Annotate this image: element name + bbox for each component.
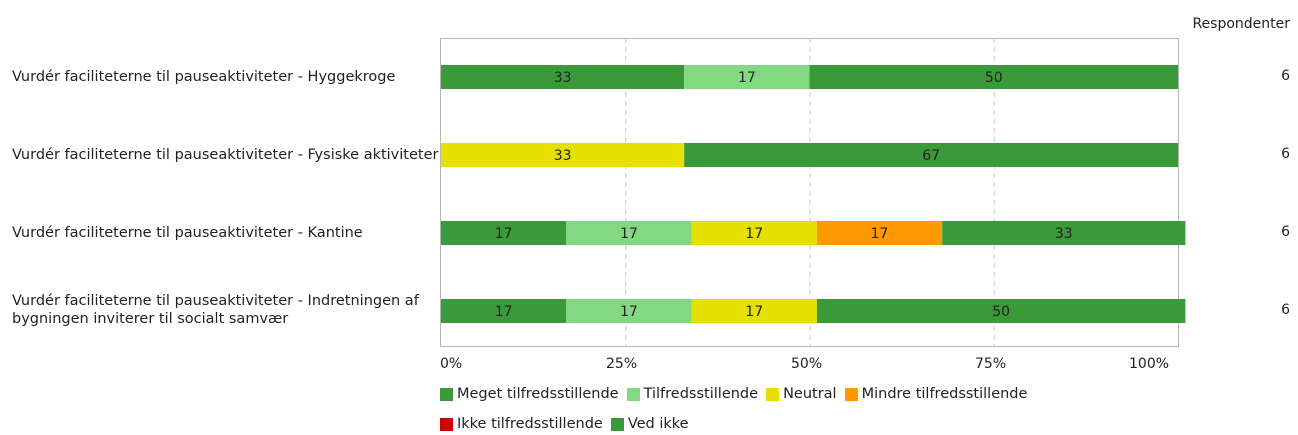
respondents-count-kantine: 6 — [1281, 224, 1290, 240]
legend-label-neutral: Neutral — [783, 386, 837, 402]
x-tick-0: 0% — [440, 356, 463, 372]
bar-label-row3-series4: 17 — [871, 226, 889, 242]
x-tick-75: 75% — [975, 356, 1007, 372]
legend-label-tilfredsstillende: Tilfredsstillende — [643, 386, 759, 402]
legend-label-mindre-tilfredsstillende: Mindre tilfredsstillende — [861, 386, 1028, 402]
bar-label-row4-series1: 17 — [495, 304, 513, 320]
legend-row-1: Meget tilfredsstillende Tilfredsstillend… — [440, 386, 1035, 402]
respondents-header: Respondenter — [1192, 16, 1290, 32]
bar-label-row4-series3: 17 — [745, 304, 763, 320]
legend-swatch-ikke-tilfredsstillende — [440, 417, 453, 431]
bar-label-row2-series3: 33 — [554, 148, 572, 164]
legend-item-tilfredsstillende: Tilfredsstillende — [626, 386, 759, 402]
legend-label-ikke-tilfredsstillende: Ikke tilfredsstillende — [457, 416, 603, 432]
legend-item-neutral: Neutral — [766, 386, 837, 402]
bar-row4-series6 — [816, 299, 1186, 323]
bar-label-row3-series3: 17 — [745, 226, 763, 242]
x-tick-25: 25% — [606, 356, 638, 372]
legend-swatch-ved-ikke — [610, 417, 624, 431]
legend-label-meget-tilfredsstillende: Meget tilfredsstillende — [457, 386, 619, 402]
row-label-kantine: Vurdér faciliteterne til pauseaktivitete… — [12, 225, 363, 241]
bar-label-row3-series1: 17 — [495, 226, 513, 242]
bar-row3-series2 — [566, 221, 692, 245]
bar-row3-series1 — [441, 221, 567, 245]
legend-item-ved-ikke: Ved ikke — [610, 416, 689, 432]
bar-row3-series6 — [942, 221, 1186, 245]
bar-label-row3-series6: 33 — [1055, 226, 1073, 242]
legend-swatch-tilfredsstillende — [626, 387, 640, 401]
bar-row4-series2 — [566, 299, 692, 323]
bar-label-row4-series6: 50 — [992, 304, 1010, 320]
bar-row2-series6 — [684, 143, 1178, 167]
x-tick-100: 100% — [1129, 356, 1170, 372]
bar-label-row4-series2: 17 — [620, 304, 638, 320]
row-label-fysiske-aktiviteter: Vurdér faciliteterne til pauseaktivitete… — [12, 147, 439, 163]
bar-row1-series6 — [809, 65, 1178, 89]
bar-row3-series4 — [816, 221, 943, 245]
legend-item-ikke-tilfredsstillende: Ikke tilfredsstillende — [440, 416, 603, 432]
respondents-count-fysiske-aktiviteter: 6 — [1281, 146, 1290, 162]
x-tick-50: 50% — [791, 356, 823, 372]
bar-row4-series1 — [441, 299, 567, 323]
legend-item-mindre-tilfredsstillende: Mindre tilfredsstillende — [844, 386, 1028, 402]
bar-row2-series3 — [441, 143, 685, 167]
bar-row4-series3 — [691, 299, 817, 323]
respondents-count-hyggekroge: 6 — [1281, 68, 1290, 84]
bar-row1-series2 — [684, 65, 810, 89]
bar-label-row2-series6: 67 — [922, 148, 940, 164]
legend-row-2: Ikke tilfredsstillende Ved ikke — [440, 416, 697, 432]
legend-swatch-meget-tilfredsstillende — [440, 387, 453, 401]
row-label-hyggekroge: Vurdér faciliteterne til pauseaktivitete… — [12, 69, 396, 85]
bar-row3-series3 — [691, 221, 817, 245]
bar-label-row1-series1: 33 — [554, 70, 572, 86]
bar-row1-series1 — [441, 65, 685, 89]
legend-swatch-neutral — [766, 387, 780, 401]
bar-label-row1-series6: 50 — [985, 70, 1003, 86]
bar-label-row3-series2: 17 — [620, 226, 638, 242]
legend-swatch-mindre-tilfredsstillende — [844, 387, 858, 401]
legend-label-ved-ikke: Ved ikke — [627, 416, 689, 432]
respondents-count-indretningen: 6 — [1281, 302, 1290, 318]
legend-item-meget-tilfredsstillende: Meget tilfredsstillende — [440, 386, 619, 402]
row-label-indretningen: Vurdér faciliteterne til pauseaktivitete… — [12, 293, 419, 327]
bar-label-row1-series2: 17 — [738, 70, 756, 86]
